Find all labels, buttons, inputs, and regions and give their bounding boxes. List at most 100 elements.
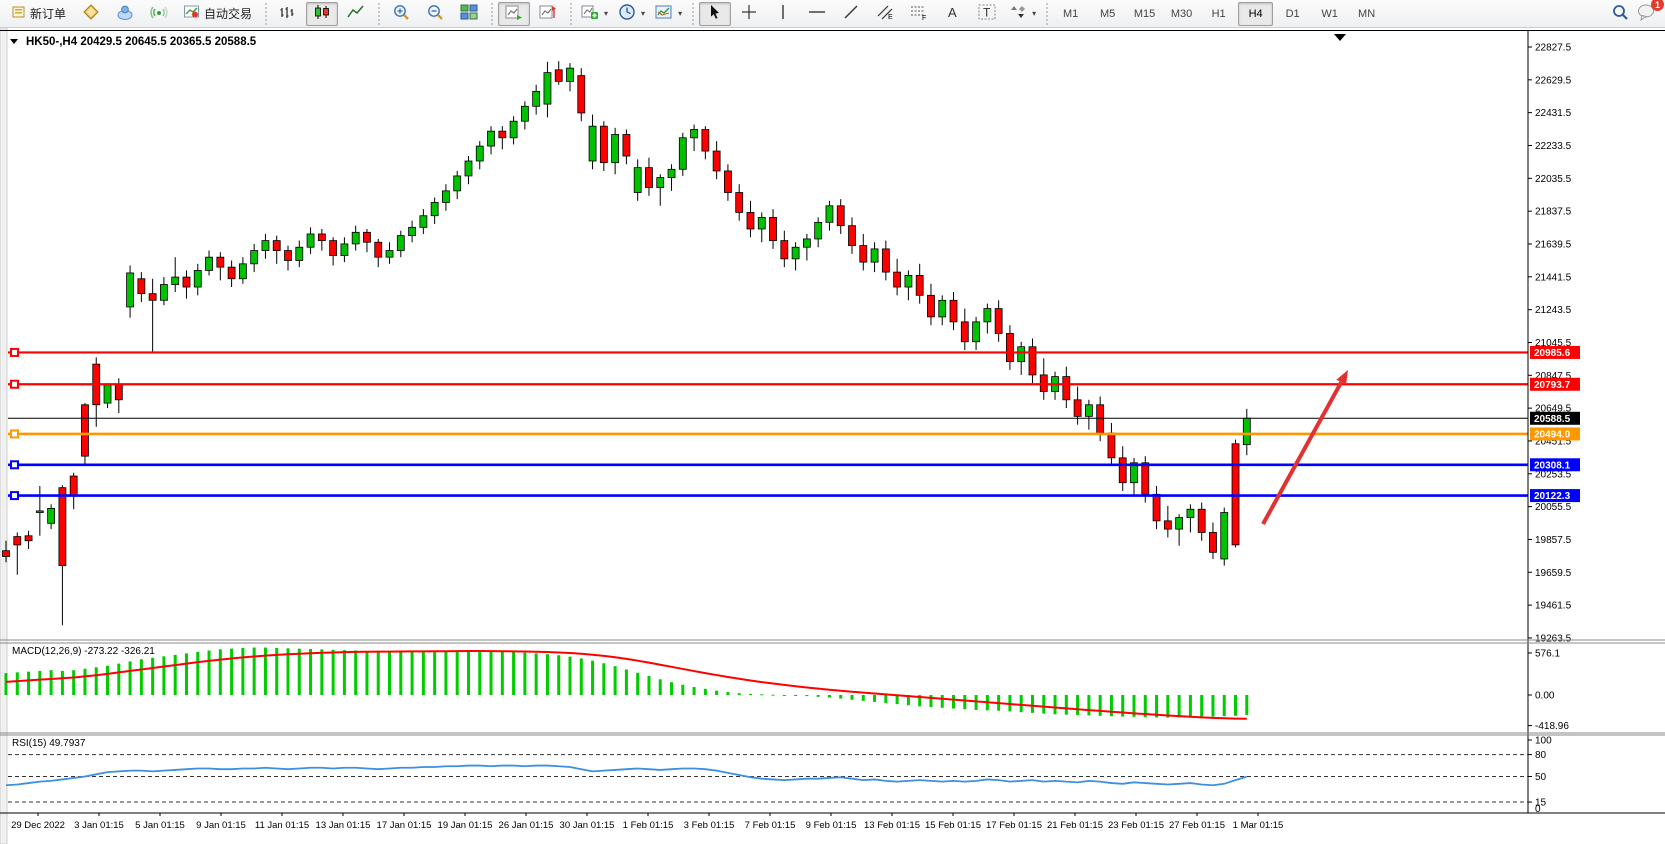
tile-windows-icon <box>460 4 478 23</box>
time-tick-label: 1 Mar 01:15 <box>1233 820 1284 831</box>
price-tick-label: 19461.5 <box>1535 601 1572 612</box>
chart-canvas: 22827.5 22629.5 22431.5 22233.5 22035.5 21837… <box>0 28 1665 844</box>
timeframe-m15[interactable]: M15 <box>1133 7 1156 20</box>
chart-shift-button[interactable] <box>532 2 564 26</box>
time-tick-label: 26 Jan 01:15 <box>499 820 554 831</box>
auto-trading-icon <box>184 5 200 22</box>
line-anchor-marker[interactable] <box>10 491 19 501</box>
price-label-badge <box>1530 411 1580 425</box>
time-tick-label: 30 Jan 01:15 <box>560 820 615 831</box>
line-chart-button[interactable] <box>340 2 372 26</box>
trendline-tool-button[interactable] <box>835 2 867 26</box>
zoom-out-button[interactable] <box>419 2 451 26</box>
search-icon[interactable] <box>1611 3 1629 26</box>
time-tick-label: 7 Feb 01:15 <box>745 820 796 831</box>
line-anchor-marker[interactable] <box>10 347 19 357</box>
candlestick-chart-button[interactable] <box>306 1 339 26</box>
macd-tick-label: -418.96 <box>1535 721 1569 732</box>
bars-icon <box>279 4 297 23</box>
price-label-badge <box>1530 458 1580 472</box>
market-watch-button[interactable] <box>75 2 107 26</box>
price-tick-label: 21639.5 <box>1535 239 1572 250</box>
collapse-triangle-icon[interactable] <box>10 39 18 44</box>
price-tick-label: 20649.5 <box>1535 404 1572 415</box>
timeframe-mn[interactable]: MN <box>1358 7 1376 20</box>
timeframe-d1[interactable]: D1 <box>1285 7 1300 20</box>
time-tick-label: 17 Feb 01:15 <box>986 820 1042 831</box>
text-tool-button[interactable]: A <box>937 2 969 26</box>
line-anchor-marker[interactable] <box>10 429 19 439</box>
price-tick-label: 20055.5 <box>1535 502 1572 513</box>
shapes-icon <box>1009 4 1027 23</box>
line-anchor-marker[interactable] <box>10 460 19 470</box>
text-icon: A <box>945 4 961 23</box>
trend-arrow[interactable] <box>1261 381 1343 525</box>
crosshair-tool-button[interactable] <box>733 2 765 26</box>
timeframe-h1[interactable]: H1 <box>1211 7 1226 20</box>
timeframe-m30[interactable]: M30 <box>1170 7 1193 20</box>
time-tick-label: 17 Jan 01:15 <box>377 820 432 831</box>
left-splitter[interactable] <box>0 28 8 844</box>
timeframe-m5[interactable]: M5 <box>1099 7 1116 20</box>
chart-background <box>0 28 1665 844</box>
label-tool-button[interactable]: T <box>971 2 1003 26</box>
macd-tick-label: 0.00 <box>1535 691 1555 702</box>
rsi-tick-label: 15 <box>1535 798 1547 809</box>
rsi-tick-label: 50 <box>1535 772 1547 783</box>
periods-button[interactable]: ▾ <box>614 2 649 26</box>
chart-shift-marker[interactable] <box>1334 34 1346 41</box>
zoom-out-icon <box>426 3 444 24</box>
main-toolbar: 新订单 自动交易 ▾ ▾ ▾ E F A T ▾ M1 M5 M15 M30 H1 H4 D… <box>0 0 1665 28</box>
price-tick-label: 21837.5 <box>1535 207 1572 218</box>
time-tick-label: 11 Jan 01:15 <box>255 820 309 831</box>
zoom-in-button[interactable] <box>385 2 417 26</box>
new-order-label: 新订单 <box>30 7 67 21</box>
tile-windows-button[interactable] <box>453 2 485 26</box>
line-chart-icon <box>347 4 365 23</box>
templates-button[interactable]: ▾ <box>651 2 686 26</box>
arrows-tool-button[interactable]: ▾ <box>1005 2 1040 26</box>
line-anchor-marker[interactable] <box>10 379 19 389</box>
notifications-button[interactable]: 1 <box>1637 0 1664 26</box>
time-tick-label: 19 Jan 01:15 <box>438 820 493 831</box>
signals-button[interactable] <box>143 2 175 26</box>
fibonacci-tool-button[interactable]: F <box>903 2 935 26</box>
horizontal-line-tool-button[interactable] <box>801 2 833 26</box>
time-tick-label: 3 Jan 01:15 <box>74 820 124 831</box>
trend-arrow-head[interactable] <box>1336 370 1348 385</box>
cursor-tool-button[interactable] <box>699 1 732 26</box>
toolbar-separator <box>689 2 697 25</box>
vertical-line-tool-button[interactable] <box>767 2 799 26</box>
rsi-line <box>5 764 1248 787</box>
price-tick-label: 20253.5 <box>1535 469 1572 480</box>
time-tick-label: 5 Jan 01:15 <box>135 820 185 831</box>
community-button[interactable] <box>109 2 141 26</box>
svg-text:T: T <box>983 6 991 20</box>
chart-shift-icon <box>539 4 557 23</box>
price-tick-label: 19263.5 <box>1535 633 1572 644</box>
rsi-tick-label: 0 <box>1535 804 1541 815</box>
new-order-icon <box>12 5 26 22</box>
time-tick-label: 13 Feb 01:15 <box>864 820 920 831</box>
price-tick-label: 20451.5 <box>1535 436 1572 447</box>
timeframe-m1[interactable]: M1 <box>1062 7 1079 20</box>
auto-trading-button[interactable]: 自动交易 <box>177 2 259 26</box>
svg-text:F: F <box>922 15 926 20</box>
auto-scroll-icon <box>505 4 523 23</box>
channel-tool-button[interactable]: E <box>869 2 901 26</box>
time-tick-label: 21 Feb 01:15 <box>1047 820 1103 831</box>
new-chart-button[interactable]: ▾ <box>577 2 612 26</box>
price-tick-label: 22233.5 <box>1535 141 1572 152</box>
timeframe-w1[interactable]: W1 <box>1321 7 1338 20</box>
bar-chart-button[interactable] <box>272 2 304 26</box>
price-label-text: 20793.7 <box>1534 380 1571 391</box>
price-tick-label: 19857.5 <box>1535 535 1572 546</box>
chevron-down-icon: ▾ <box>641 9 646 18</box>
timeframe-h4[interactable]: H4 <box>1238 1 1274 26</box>
auto-scroll-button[interactable] <box>498 1 531 26</box>
toolbar-separator <box>1043 2 1051 25</box>
new-order-button[interactable]: 新订单 <box>5 2 73 26</box>
price-label-text: 20588.5 <box>1534 414 1571 425</box>
price-label-text: 20308.1 <box>1534 460 1571 471</box>
